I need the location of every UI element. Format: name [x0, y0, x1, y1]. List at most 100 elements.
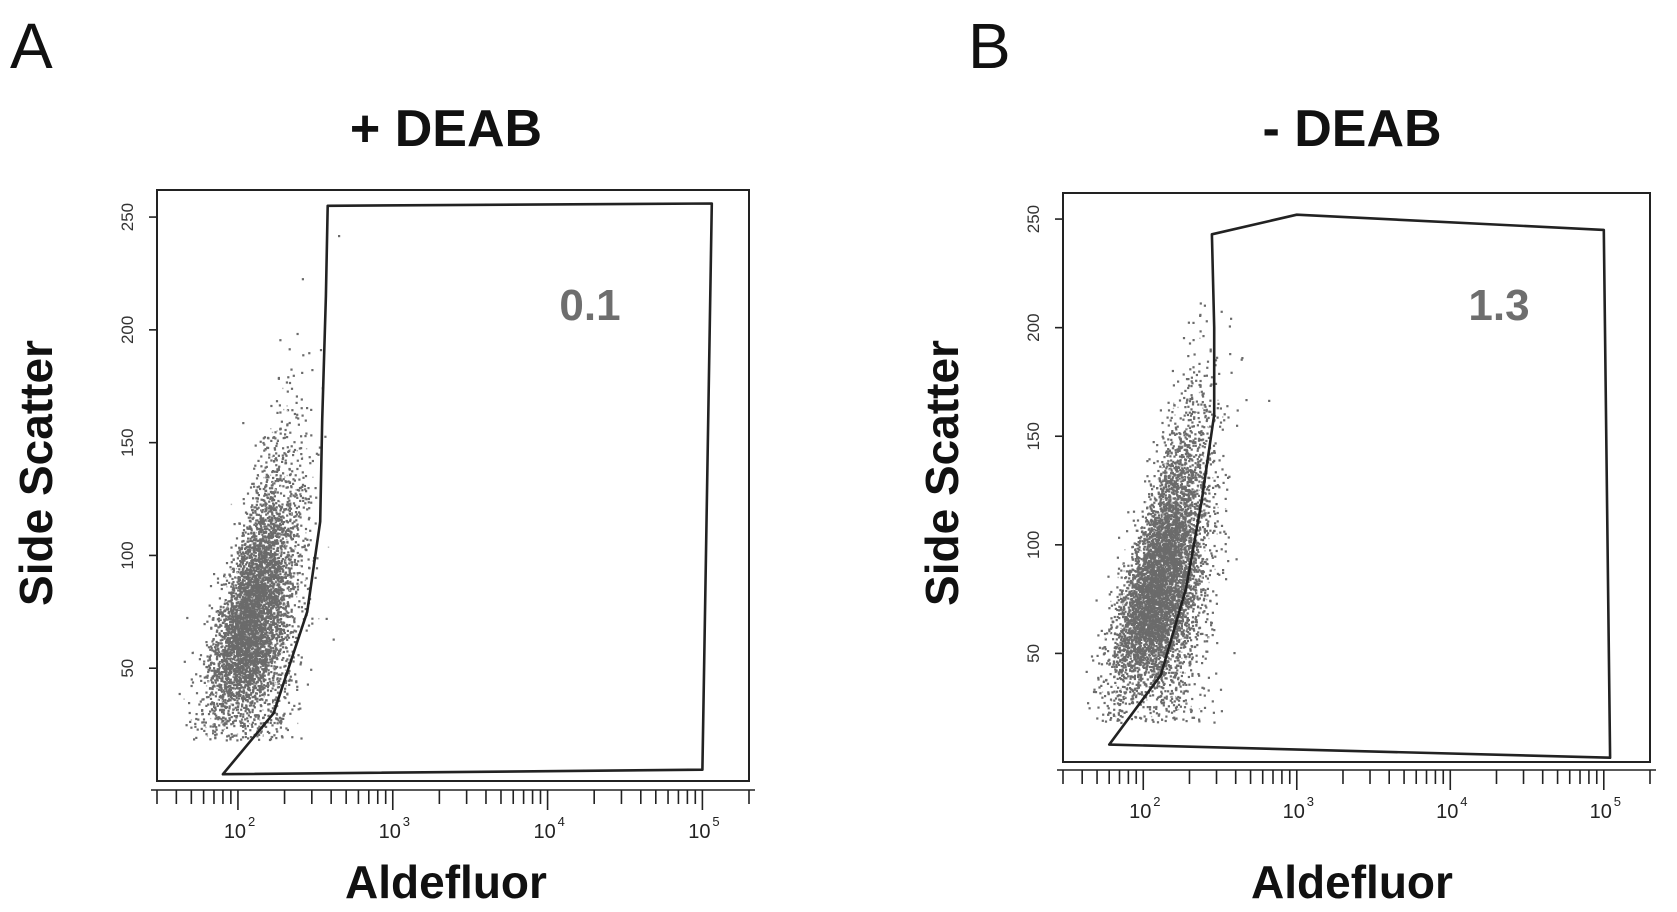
scatter-point [256, 508, 259, 511]
scatter-point [271, 707, 274, 710]
scatter-point [240, 634, 243, 637]
scatter-point [244, 531, 247, 534]
scatter-point [284, 433, 287, 436]
scatter-point [231, 627, 234, 630]
scatter-point [226, 618, 229, 621]
scatter-point [225, 672, 228, 675]
scatter-point [262, 684, 265, 687]
scatter-point [249, 693, 253, 696]
scatter-point [264, 663, 267, 666]
scatter-point [273, 651, 277, 655]
scatter-point [272, 436, 275, 439]
scatter-point [231, 624, 234, 627]
scatter-point [260, 607, 263, 610]
scatter-point [239, 551, 242, 554]
scatter-point [228, 627, 231, 630]
scatter-point [275, 597, 278, 600]
scatter-point [263, 590, 266, 593]
scatter-point [272, 621, 276, 624]
scatter-point [255, 491, 258, 494]
scatter-point [292, 660, 295, 663]
scatter-point [261, 675, 265, 678]
scatter-point [240, 561, 243, 564]
scatter-point [259, 652, 262, 655]
scatter-point [303, 602, 306, 605]
scatter-point [226, 669, 228, 672]
scatter-point [242, 578, 245, 581]
scatter-point [270, 637, 272, 639]
scatter-point [270, 404, 273, 408]
scatter-point [286, 521, 289, 524]
scatter-point [272, 655, 275, 658]
scatter-point [295, 534, 298, 537]
scatter-point [209, 648, 212, 651]
scatter-point [300, 457, 304, 460]
scatter-point [272, 505, 275, 508]
scatter-point [267, 581, 270, 584]
scatter-point [272, 679, 275, 682]
scatter-point [287, 554, 291, 557]
scatter-point [255, 497, 258, 500]
scatter-point [237, 577, 240, 580]
scatter-point [221, 711, 224, 714]
scatter-point [253, 546, 256, 549]
scatter-point [246, 725, 249, 728]
scatter-point [246, 667, 249, 670]
scatter-point [246, 614, 249, 617]
scatter-point [256, 645, 259, 648]
scatter-point [274, 437, 277, 440]
scatter-point [272, 558, 275, 561]
scatter-point [289, 504, 292, 507]
scatter-point [225, 625, 228, 628]
scatter-point [252, 516, 255, 519]
scatter-point [267, 640, 270, 643]
scatter-point [267, 572, 270, 575]
scatter-point [296, 578, 300, 582]
scatter-point [248, 704, 251, 707]
scatter-point [262, 487, 265, 491]
scatter-point [258, 559, 261, 562]
scatter-point [221, 719, 224, 722]
scatter-point [214, 737, 217, 740]
scatter-point [220, 583, 223, 586]
scatter-point [270, 484, 273, 487]
scatter-point [247, 642, 250, 645]
scatter-point [284, 562, 287, 565]
scatter-point [254, 568, 257, 570]
scatter-point [246, 492, 250, 495]
scatter-point [263, 620, 266, 623]
scatter-point [263, 469, 266, 472]
scatter-point [262, 608, 265, 612]
scatter-point [261, 605, 264, 608]
scatter-point [233, 698, 236, 702]
scatter-point [269, 593, 272, 596]
scatter-point [260, 465, 263, 468]
scatter-point [241, 594, 243, 596]
scatter-point [282, 570, 285, 573]
scatter-point [242, 686, 245, 689]
scatter-point [291, 409, 294, 412]
scatter-point [294, 492, 297, 495]
scatter-point [237, 603, 239, 606]
scatter-point [286, 424, 289, 427]
scatter-point [281, 639, 284, 642]
scatter-point [222, 670, 226, 674]
scatter-point [256, 497, 259, 500]
scatter-point [222, 621, 225, 624]
scatter-point [242, 571, 245, 574]
scatter-point [305, 532, 307, 534]
scatter-point [295, 590, 298, 593]
scatter-point [234, 627, 237, 630]
scatter-point [244, 614, 247, 617]
scatter-point [303, 544, 306, 547]
scatter-point [242, 715, 245, 718]
scatter-point [265, 465, 268, 468]
scatter-point [291, 554, 294, 557]
scatter-point [215, 691, 218, 694]
scatter-point [215, 630, 218, 633]
scatter-point [234, 622, 238, 625]
scatter-point [251, 611, 254, 614]
scatter-point [238, 660, 241, 663]
scatter-point [287, 594, 290, 598]
scatter-point [240, 676, 243, 678]
